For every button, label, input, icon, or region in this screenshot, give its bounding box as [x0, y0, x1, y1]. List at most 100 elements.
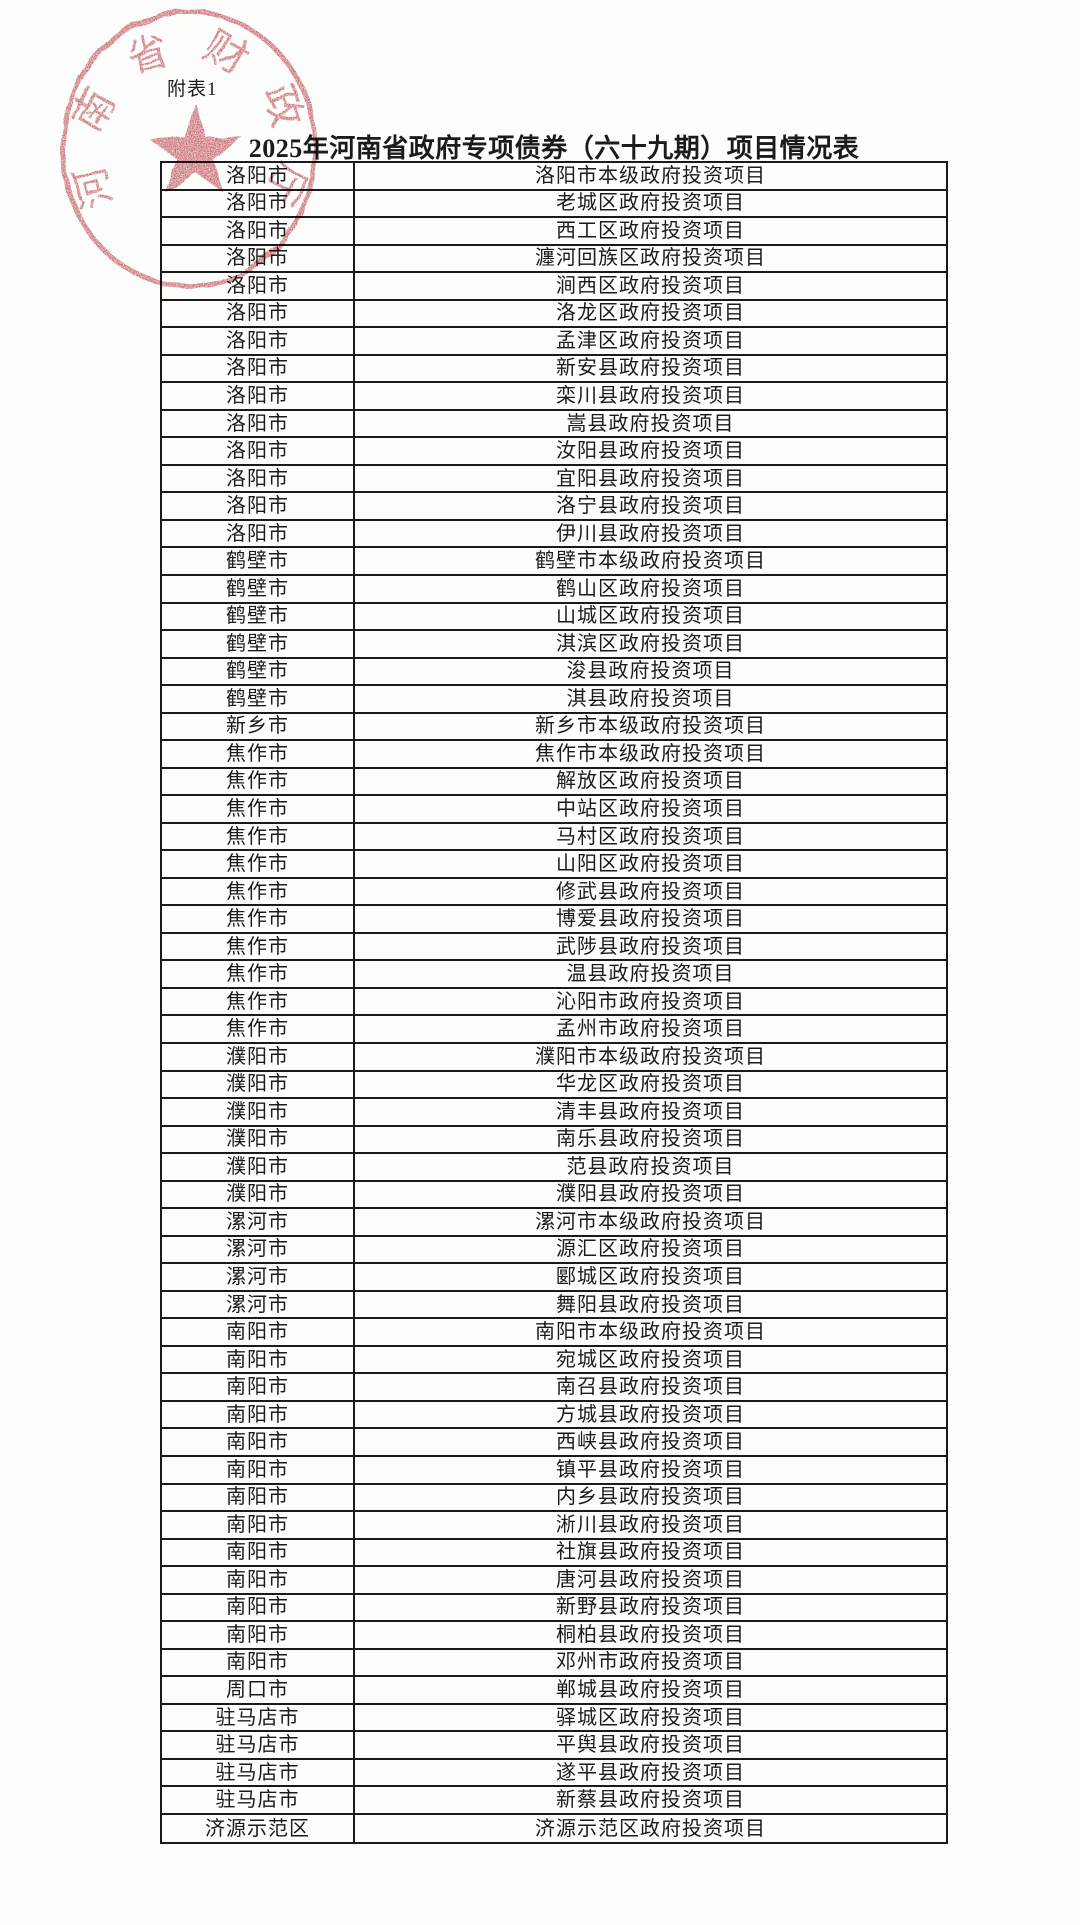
city-cell: 濮阳市: [162, 1099, 355, 1125]
city-cell: 漯河市: [162, 1291, 355, 1318]
city-cell: 南阳市: [162, 1346, 355, 1373]
table-row: 南阳市 镇平县政府投资项目: [162, 1456, 946, 1485]
table-row: 濮阳市 华龙区政府投资项目: [162, 1071, 946, 1100]
project-cell: 内乡县政府投资项目: [556, 1486, 745, 1509]
city-cell: 驻马店市: [162, 1704, 355, 1731]
city-cell: 洛阳市: [162, 355, 355, 382]
city-cell: 焦作市: [162, 851, 355, 877]
table-row: 南阳市 桐柏县政府投资项目: [162, 1622, 946, 1650]
projects-table: 洛阳市 洛阳市本级政府投资项目 洛阳市 老城区政府投资项目 洛阳市 西工区政府投资项目 洛阳…: [160, 161, 948, 1845]
table-row: 漯河市 郾城区政府投资项目: [162, 1264, 946, 1292]
project-cell: 范县政府投资项目: [566, 1155, 735, 1178]
city-cell: 鹤壁市: [162, 631, 355, 657]
attachment-label: 附表1: [167, 79, 218, 100]
table-row: 南阳市 内乡县政府投资项目: [162, 1484, 946, 1513]
city-cell: 南阳市: [162, 1401, 355, 1428]
table-row: 洛阳市 伊川县政府投资项目: [162, 520, 946, 549]
city-cell: 洛阳市: [162, 465, 355, 492]
project-cell: 浚县政府投资项目: [566, 660, 735, 683]
table-row: 焦作市 马村区政府投资项目: [162, 823, 946, 852]
project-cell: 鹤壁市本级政府投资项目: [535, 550, 766, 573]
project-cell: 嵩县政府投资项目: [566, 412, 735, 435]
project-cell: 山城区政府投资项目: [556, 605, 745, 628]
city-cell: 焦作市: [162, 988, 355, 1015]
table-row: 鹤壁市 淇县政府投资项目: [162, 686, 946, 714]
city-cell: 南阳市: [162, 1649, 355, 1676]
city-cell: 洛阳市: [162, 383, 355, 409]
city-cell: 濮阳市: [162, 1071, 355, 1098]
table-row: 南阳市 淅川县政府投资项目: [162, 1512, 946, 1540]
table-row: 濮阳市 濮阳县政府投资项目: [162, 1181, 946, 1210]
project-cell: 济源示范区政府投资项目: [535, 1817, 766, 1840]
project-cell: 修武县政府投资项目: [556, 880, 745, 903]
table-row: 南阳市 邓州市政府投资项目: [162, 1649, 946, 1678]
project-cell: 华龙区政府投资项目: [556, 1073, 745, 1096]
city-cell: 洛阳市: [162, 300, 355, 327]
city-cell: 焦作市: [162, 823, 355, 850]
table-row: 南阳市 社旗县政府投资项目: [162, 1539, 946, 1568]
city-cell: 南阳市: [162, 1456, 355, 1483]
project-cell: 新安县政府投资项目: [556, 357, 745, 380]
city-cell: 南阳市: [162, 1594, 355, 1621]
project-cell: 濮阳市本级政府投资项目: [535, 1045, 766, 1068]
city-cell: 鹤壁市: [162, 686, 355, 712]
city-cell: 洛阳市: [162, 493, 355, 519]
project-cell: 孟州市政府投资项目: [556, 1018, 745, 1041]
project-cell: 栾川县政府投资项目: [556, 385, 745, 408]
city-cell: 周口市: [162, 1677, 355, 1703]
table-row: 南阳市 南阳市本级政府投资项目: [162, 1319, 946, 1347]
project-cell: 淇滨区政府投资项目: [556, 632, 745, 655]
city-cell: 济源示范区: [162, 1814, 355, 1843]
city-cell: 洛阳市: [162, 163, 355, 189]
table-row: 南阳市 新野县政府投资项目: [162, 1594, 946, 1623]
table-row: 洛阳市 栾川县政府投资项目: [162, 383, 946, 411]
city-cell: 南阳市: [162, 1484, 355, 1511]
table-row: 济源示范区 济源示范区政府投资项目: [162, 1814, 946, 1843]
project-cell: 宛城区政府投资项目: [556, 1348, 745, 1371]
city-cell: 洛阳市: [162, 328, 355, 354]
table-row: 洛阳市 宜阳县政府投资项目: [162, 465, 946, 494]
project-cell: 鹤山区政府投资项目: [556, 577, 745, 600]
project-cell: 西峡县政府投资项目: [556, 1431, 745, 1454]
table-row: 洛阳市 洛龙区政府投资项目: [162, 300, 946, 329]
project-cell: 南乐县政府投资项目: [556, 1128, 745, 1151]
city-cell: 洛阳市: [162, 273, 355, 299]
project-cell: 洛龙区政府投资项目: [556, 302, 745, 325]
table-row: 洛阳市 汝阳县政府投资项目: [162, 438, 946, 466]
project-cell: 温县政府投资项目: [566, 963, 735, 986]
city-cell: 濮阳市: [162, 1044, 355, 1070]
project-cell: 邓州市政府投资项目: [556, 1651, 745, 1674]
project-cell: 宜阳县政府投资项目: [556, 467, 745, 490]
project-cell: 孟津区政府投资项目: [556, 329, 745, 352]
project-cell: 武陟县政府投资项目: [556, 935, 745, 958]
table-row: 焦作市 博爱县政府投资项目: [162, 906, 946, 934]
city-cell: 驻马店市: [162, 1732, 355, 1758]
project-cell: 沁阳市政府投资项目: [556, 990, 745, 1013]
table-row: 洛阳市 嵩县政府投资项目: [162, 410, 946, 439]
city-cell: 南阳市: [162, 1539, 355, 1566]
city-cell: 洛阳市: [162, 190, 355, 217]
project-cell: 郸城县政府投资项目: [556, 1678, 745, 1701]
project-cell: 镇平县政府投资项目: [556, 1458, 745, 1481]
city-cell: 焦作市: [162, 796, 355, 822]
project-cell: 唐河县政府投资项目: [556, 1568, 745, 1591]
project-cell: 洛宁县政府投资项目: [556, 495, 745, 518]
city-cell: 漯河市: [162, 1236, 355, 1263]
project-cell: 清丰县政府投资项目: [556, 1100, 745, 1123]
table-row: 鹤壁市 浚县政府投资项目: [162, 658, 946, 687]
project-cell: 社旗县政府投资项目: [556, 1541, 745, 1564]
table-row: 洛阳市 孟津区政府投资项目: [162, 328, 946, 356]
project-cell: 舞阳县政府投资项目: [556, 1293, 745, 1316]
city-cell: 洛阳市: [162, 218, 355, 244]
table-row: 南阳市 南召县政府投资项目: [162, 1374, 946, 1402]
project-cell: 驿城区政府投资项目: [556, 1706, 745, 1729]
city-cell: 濮阳市: [162, 1126, 355, 1153]
city-cell: 南阳市: [162, 1622, 355, 1648]
table-row: 焦作市 温县政府投资项目: [162, 961, 946, 989]
project-cell: 焦作市本级政府投资项目: [535, 742, 766, 765]
table-row: 濮阳市 南乐县政府投资项目: [162, 1126, 946, 1155]
table-row: 南阳市 宛城区政府投资项目: [162, 1346, 946, 1375]
table-row: 驻马店市 驿城区政府投资项目: [162, 1704, 946, 1733]
city-cell: 焦作市: [162, 933, 355, 960]
project-cell: 源汇区政府投资项目: [556, 1238, 745, 1261]
